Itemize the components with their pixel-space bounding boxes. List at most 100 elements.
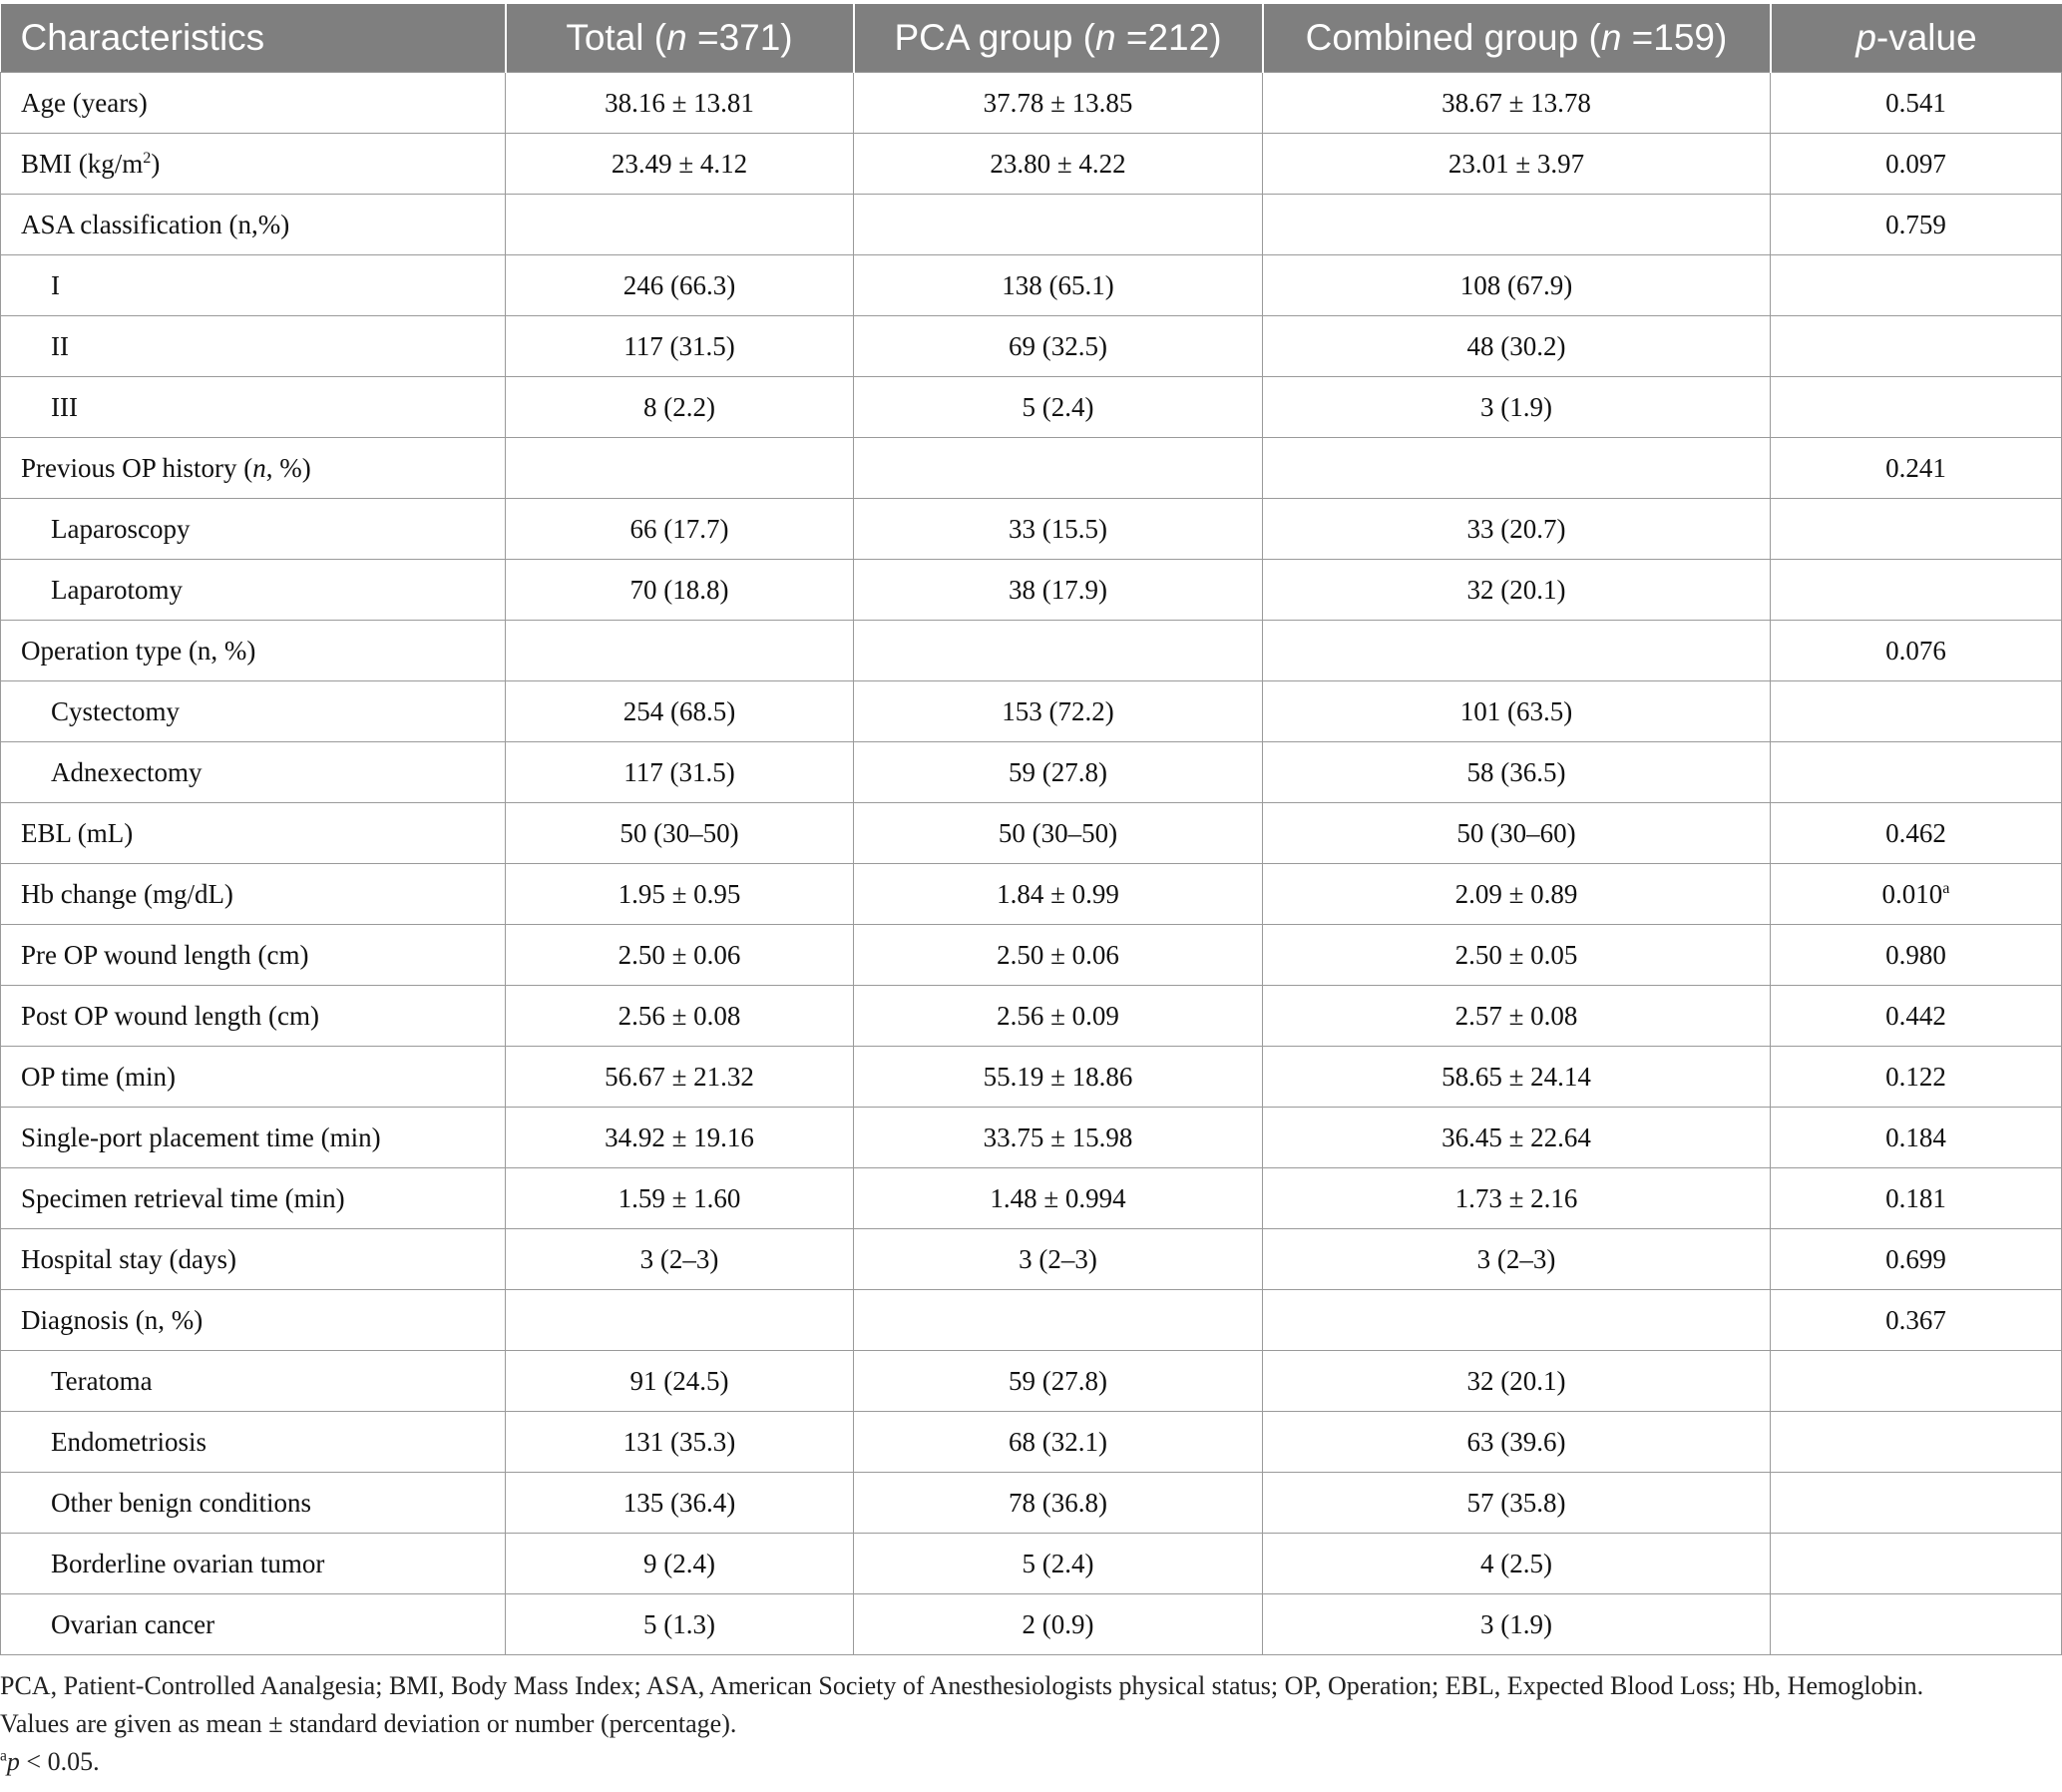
cell-p-value	[1770, 1472, 2062, 1534]
cell-pca: 59 (27.8)	[853, 1350, 1263, 1412]
table-footnotes: PCA, Patient-Controlled Aanalgesia; BMI,…	[0, 1667, 2055, 1781]
cell-pca: 33.75 ± 15.98	[853, 1107, 1263, 1168]
cell-pca	[853, 1289, 1263, 1351]
cell-total: 2.50 ± 0.06	[505, 924, 854, 986]
cell-pca: 1.84 ± 0.99	[853, 863, 1263, 925]
cell-pca: 138 (65.1)	[853, 254, 1263, 316]
cell-pca: 37.78 ± 13.85	[853, 72, 1263, 134]
cell-combined: 2.57 ± 0.08	[1262, 985, 1771, 1047]
cell-combined: 58 (36.5)	[1262, 741, 1771, 803]
row-label: Previous OP history (n, %)	[0, 437, 506, 499]
cell-pca	[853, 620, 1263, 681]
cell-combined: 38.67 ± 13.78	[1262, 72, 1771, 134]
cell-combined: 57 (35.8)	[1262, 1472, 1771, 1534]
cell-pca	[853, 194, 1263, 255]
cell-total: 50 (30–50)	[505, 802, 854, 864]
cell-p-value	[1770, 498, 2062, 560]
row-label: Single-port placement time (min)	[0, 1107, 506, 1168]
cell-p-value: 0.010a	[1770, 863, 2062, 925]
cell-combined	[1262, 620, 1771, 681]
cell-p-value: 0.980	[1770, 924, 2062, 986]
cell-p-value	[1770, 680, 2062, 742]
cell-p-value	[1770, 1411, 2062, 1473]
cell-pca: 1.48 ± 0.994	[853, 1167, 1263, 1229]
header-row: Characteristics Total (n =371) PCA group…	[0, 4, 2062, 73]
cell-p-value	[1770, 254, 2062, 316]
table-row: Previous OP history (n, %) 0.241	[0, 437, 2062, 499]
row-label: Teratoma	[0, 1350, 506, 1412]
cell-p-value	[1770, 559, 2062, 621]
table-container: Characteristics Total (n =371) PCA group…	[0, 4, 2062, 1655]
table-row: Ovarian cancer 5 (1.3) 2 (0.9) 3 (1.9)	[0, 1593, 2062, 1655]
header-combined-group: Combined group (n =159)	[1261, 4, 1771, 73]
cell-total: 2.56 ± 0.08	[505, 985, 854, 1047]
row-label: Cystectomy	[0, 680, 506, 742]
cell-combined: 58.65 ± 24.14	[1262, 1046, 1771, 1108]
cell-combined: 2.50 ± 0.05	[1262, 924, 1771, 986]
cell-p-value: 0.541	[1770, 72, 2062, 134]
cell-combined	[1262, 437, 1771, 499]
cell-pca: 69 (32.5)	[853, 315, 1263, 377]
row-label: BMI (kg/m2)	[0, 133, 506, 195]
cell-total: 66 (17.7)	[505, 498, 854, 560]
cell-combined: 63 (39.6)	[1262, 1411, 1771, 1473]
characteristics-table: Characteristics Total (n =371) PCA group…	[0, 4, 2062, 1655]
cell-pca: 78 (36.8)	[853, 1472, 1263, 1534]
cell-combined: 4 (2.5)	[1262, 1533, 1771, 1594]
row-label: Endometriosis	[0, 1411, 506, 1473]
cell-combined: 48 (30.2)	[1262, 315, 1771, 377]
cell-combined: 3 (2–3)	[1262, 1228, 1771, 1290]
cell-combined	[1262, 194, 1771, 255]
cell-combined: 1.73 ± 2.16	[1262, 1167, 1771, 1229]
cell-total: 1.95 ± 0.95	[505, 863, 854, 925]
table-row: Endometriosis 131 (35.3) 68 (32.1) 63 (3…	[0, 1411, 2062, 1473]
cell-total: 3 (2–3)	[505, 1228, 854, 1290]
cell-combined: 36.45 ± 22.64	[1262, 1107, 1771, 1168]
cell-pca: 59 (27.8)	[853, 741, 1263, 803]
cell-p-value	[1770, 1593, 2062, 1655]
cell-combined	[1262, 1289, 1771, 1351]
row-label: Age (years)	[0, 72, 506, 134]
cell-total: 5 (1.3)	[505, 1593, 854, 1655]
cell-total: 9 (2.4)	[505, 1533, 854, 1594]
cell-p-value	[1770, 1533, 2062, 1594]
cell-pca	[853, 437, 1263, 499]
row-label: Borderline ovarian tumor	[0, 1533, 506, 1594]
cell-pca: 2.50 ± 0.06	[853, 924, 1263, 986]
table-row: Operation type (n, %) 0.076	[0, 620, 2062, 681]
cell-total	[505, 194, 854, 255]
table-row: Specimen retrieval time (min) 1.59 ± 1.6…	[0, 1167, 2062, 1229]
cell-total: 117 (31.5)	[505, 741, 854, 803]
cell-p-value: 0.181	[1770, 1167, 2062, 1229]
table-row: OP time (min) 56.67 ± 21.32 55.19 ± 18.8…	[0, 1046, 2062, 1108]
cell-pca: 23.80 ± 4.22	[853, 133, 1263, 195]
cell-combined: 32 (20.1)	[1262, 559, 1771, 621]
cell-pca: 2.56 ± 0.09	[853, 985, 1263, 1047]
cell-total: 38.16 ± 13.81	[505, 72, 854, 134]
table-row: EBL (mL) 50 (30–50) 50 (30–50) 50 (30–60…	[0, 802, 2062, 864]
cell-pca: 5 (2.4)	[853, 376, 1263, 438]
header-p-value: p-value	[1769, 4, 2062, 73]
row-label: Operation type (n, %)	[0, 620, 506, 681]
row-label: Laparoscopy	[0, 498, 506, 560]
row-label: OP time (min)	[0, 1046, 506, 1108]
cell-combined: 108 (67.9)	[1262, 254, 1771, 316]
row-label: Post OP wound length (cm)	[0, 985, 506, 1047]
cell-total: 23.49 ± 4.12	[505, 133, 854, 195]
cell-p-value: 0.097	[1770, 133, 2062, 195]
table-row: ASA classification (n,%) 0.759	[0, 194, 2062, 255]
table-row: BMI (kg/m2) 23.49 ± 4.12 23.80 ± 4.22 23…	[0, 133, 2062, 195]
row-label: Hb change (mg/dL)	[0, 863, 506, 925]
cell-p-value: 0.759	[1770, 194, 2062, 255]
row-label: III	[0, 376, 506, 438]
cell-pca: 33 (15.5)	[853, 498, 1263, 560]
row-label: Diagnosis (n, %)	[0, 1289, 506, 1351]
cell-total: 246 (66.3)	[505, 254, 854, 316]
cell-total: 56.67 ± 21.32	[505, 1046, 854, 1108]
cell-combined: 33 (20.7)	[1262, 498, 1771, 560]
values-note: Values are given as mean ± standard devi…	[0, 1709, 737, 1738]
cell-combined: 23.01 ± 3.97	[1262, 133, 1771, 195]
table-row: Other benign conditions 135 (36.4) 78 (3…	[0, 1472, 2062, 1534]
cell-combined: 3 (1.9)	[1262, 376, 1771, 438]
cell-p-value: 0.442	[1770, 985, 2062, 1047]
